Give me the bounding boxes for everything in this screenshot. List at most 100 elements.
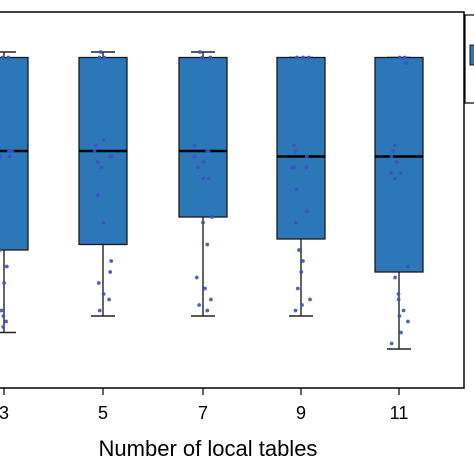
box-group-7 bbox=[178, 50, 228, 317]
data-point bbox=[295, 286, 300, 291]
data-point bbox=[107, 297, 111, 302]
data-point bbox=[192, 143, 197, 148]
data-point bbox=[392, 176, 397, 181]
data-point bbox=[208, 55, 213, 60]
data-point bbox=[392, 143, 397, 148]
data-point bbox=[305, 209, 309, 214]
data-point bbox=[406, 319, 410, 324]
data-point bbox=[210, 215, 214, 219]
data-point bbox=[295, 187, 299, 192]
data-point bbox=[396, 292, 401, 296]
data-point bbox=[201, 176, 206, 181]
x-axis-title: Number of local tables bbox=[99, 436, 318, 461]
data-point bbox=[2, 281, 6, 285]
x-tick-label: 3 bbox=[0, 403, 9, 423]
data-point bbox=[98, 50, 103, 54]
data-point bbox=[295, 55, 299, 60]
data-point bbox=[389, 171, 394, 175]
data-point bbox=[205, 149, 210, 153]
data-point bbox=[404, 61, 409, 65]
data-point bbox=[389, 154, 394, 159]
data-point bbox=[109, 259, 114, 263]
data-point bbox=[0, 55, 5, 60]
data-point bbox=[92, 149, 97, 153]
data-point bbox=[4, 319, 8, 324]
data-point bbox=[299, 270, 304, 274]
data-point bbox=[108, 270, 113, 274]
box-group-11 bbox=[374, 55, 424, 350]
data-point bbox=[6, 149, 11, 153]
box-group-5 bbox=[78, 50, 128, 317]
data-point bbox=[0, 248, 2, 252]
data-point bbox=[99, 165, 104, 170]
data-point bbox=[102, 55, 107, 60]
x-tick-label: 9 bbox=[296, 403, 306, 423]
box-iqr bbox=[276, 56, 326, 240]
data-point bbox=[101, 292, 106, 296]
data-point bbox=[95, 193, 100, 197]
data-point bbox=[389, 341, 394, 346]
box-iqr bbox=[178, 56, 228, 218]
data-point bbox=[405, 264, 410, 269]
data-point bbox=[196, 165, 201, 170]
data-point bbox=[101, 220, 106, 225]
data-point bbox=[300, 303, 304, 307]
data-point bbox=[301, 259, 305, 263]
data-point bbox=[393, 275, 397, 280]
box-marks bbox=[0, 50, 424, 350]
data-point bbox=[205, 308, 210, 313]
data-point bbox=[197, 303, 202, 307]
data-point bbox=[198, 50, 202, 54]
data-point bbox=[101, 138, 106, 142]
data-point bbox=[97, 55, 102, 60]
data-point bbox=[192, 154, 197, 159]
data-point bbox=[10, 149, 15, 153]
data-point bbox=[1, 314, 6, 318]
legend-swatch bbox=[469, 44, 474, 66]
data-point bbox=[293, 308, 298, 313]
data-point bbox=[194, 275, 199, 280]
data-point bbox=[201, 220, 205, 225]
legend bbox=[464, 14, 474, 104]
data-point bbox=[301, 55, 305, 60]
data-point bbox=[401, 308, 406, 313]
data-point bbox=[307, 55, 311, 60]
data-point bbox=[397, 314, 402, 318]
data-point bbox=[293, 149, 298, 153]
data-point bbox=[206, 176, 211, 181]
plot-frame bbox=[0, 11, 465, 389]
data-point bbox=[96, 281, 101, 285]
data-point bbox=[94, 143, 98, 148]
data-point bbox=[6, 55, 11, 60]
data-point bbox=[203, 286, 207, 291]
box-group-3 bbox=[0, 51, 29, 334]
data-point bbox=[396, 297, 401, 302]
data-point bbox=[292, 165, 296, 170]
data-point bbox=[200, 55, 205, 60]
data-point bbox=[398, 171, 403, 175]
data-point bbox=[399, 330, 403, 335]
data-point bbox=[293, 220, 298, 225]
box-iqr bbox=[374, 56, 424, 273]
data-point bbox=[402, 55, 407, 60]
data-point bbox=[95, 160, 100, 164]
x-tick-label: 7 bbox=[198, 403, 208, 423]
data-point bbox=[391, 149, 396, 153]
data-point bbox=[308, 297, 312, 302]
data-point bbox=[201, 160, 206, 164]
data-point bbox=[304, 154, 309, 159]
data-point bbox=[0, 154, 2, 159]
box-group-9 bbox=[276, 55, 326, 317]
box-iqr bbox=[0, 56, 29, 251]
data-point bbox=[394, 160, 399, 164]
data-point bbox=[304, 165, 309, 170]
data-point bbox=[209, 297, 213, 302]
data-point bbox=[110, 154, 114, 159]
data-point bbox=[397, 55, 402, 60]
x-tick-label: 11 bbox=[390, 403, 409, 423]
data-point bbox=[7, 154, 12, 159]
data-point bbox=[97, 308, 102, 313]
data-point bbox=[205, 242, 210, 247]
data-point bbox=[292, 143, 296, 148]
